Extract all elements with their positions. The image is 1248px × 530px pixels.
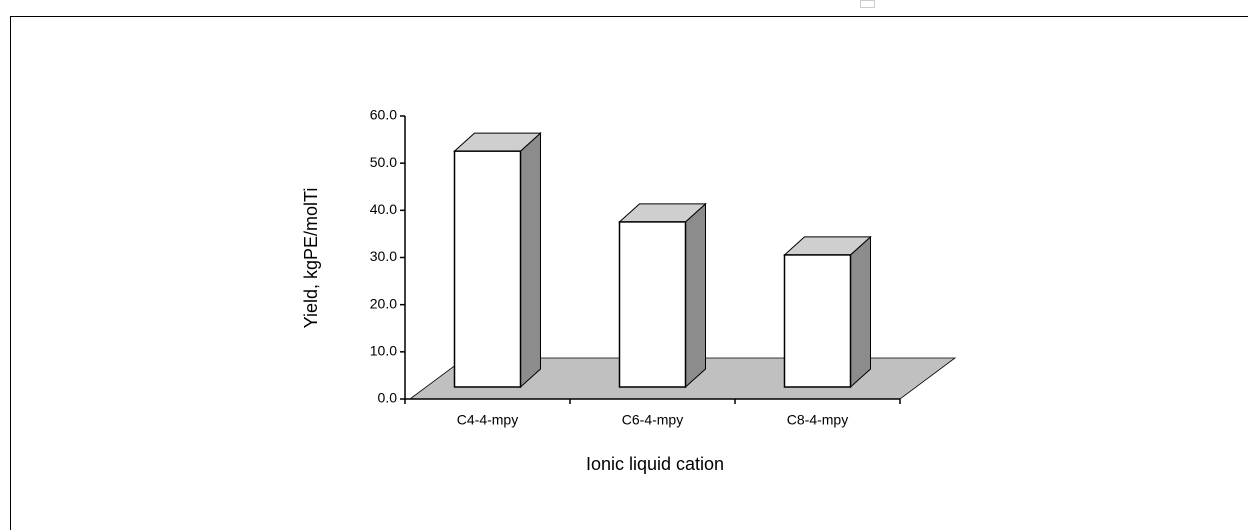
x-tick-label: C4-4-mpy [457, 412, 518, 428]
frame [10, 16, 1248, 530]
y-axis-title: Yield, kgPE/molTi [301, 188, 321, 329]
bar-side [685, 202, 706, 389]
y-tick-label: 30.0 [370, 248, 397, 264]
bar [618, 221, 687, 388]
y-tick-label: 60.0 [370, 107, 397, 123]
bar [783, 254, 852, 388]
bar [453, 150, 522, 388]
bar-side [520, 132, 541, 389]
y-tick-label: 10.0 [370, 343, 397, 359]
y-tick-label: 50.0 [370, 154, 397, 170]
x-axis-title: Ionic liquid cation [586, 454, 724, 474]
handle [860, 0, 875, 8]
y-tick-label: 20.0 [370, 295, 397, 311]
x-tick-label: C8-4-mpy [787, 412, 848, 428]
bar-side [850, 235, 871, 389]
y-tick-label: 0.0 [378, 390, 398, 406]
y-tick-label: 40.0 [370, 201, 397, 217]
x-tick-label: C6-4-mpy [622, 412, 683, 428]
